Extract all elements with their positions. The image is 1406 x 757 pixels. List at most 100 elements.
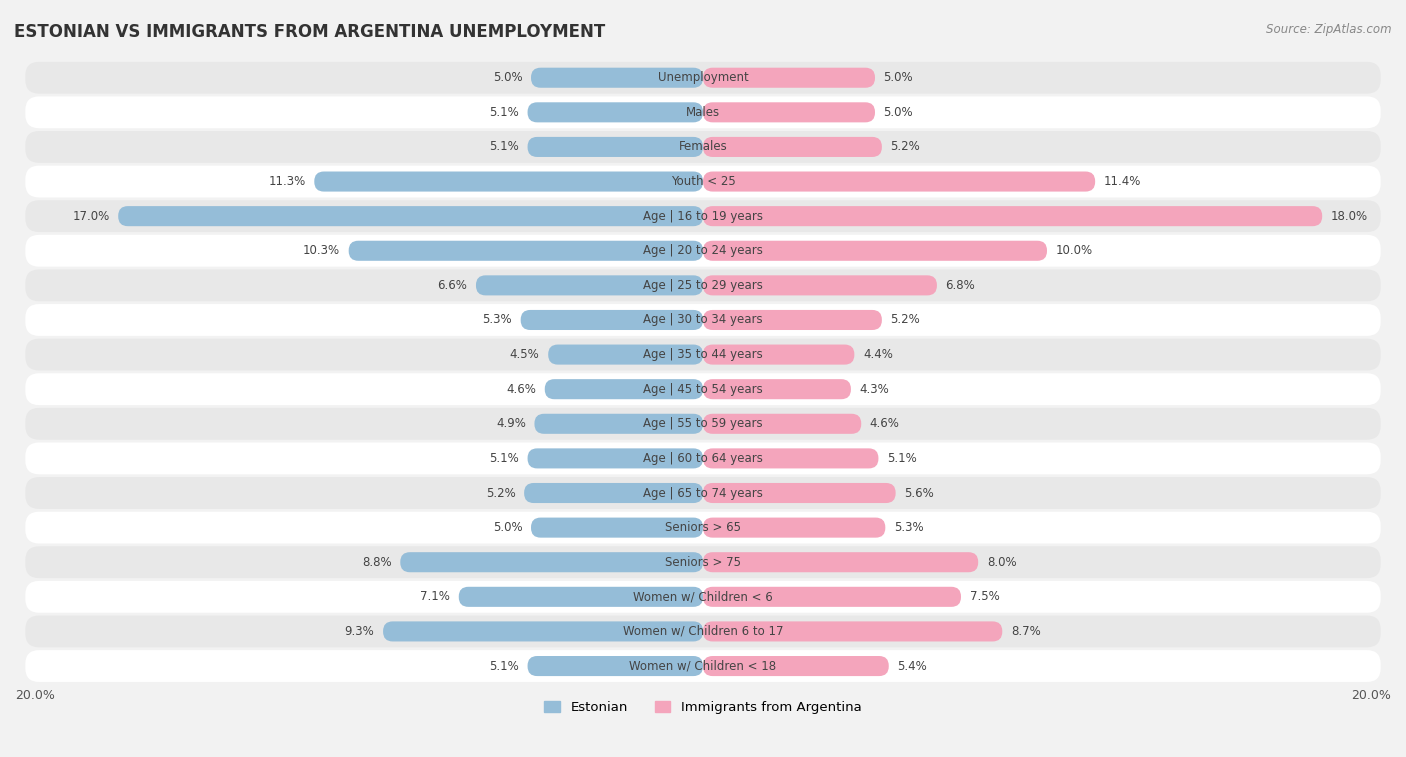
Text: 5.0%: 5.0% [883,106,914,119]
Text: 20.0%: 20.0% [15,689,55,702]
FancyBboxPatch shape [534,414,703,434]
Text: 8.7%: 8.7% [1011,625,1040,638]
FancyBboxPatch shape [25,443,1381,475]
FancyBboxPatch shape [25,96,1381,128]
FancyBboxPatch shape [25,512,1381,544]
FancyBboxPatch shape [25,581,1381,612]
Text: 5.1%: 5.1% [489,452,519,465]
FancyBboxPatch shape [703,621,1002,641]
FancyBboxPatch shape [531,67,703,88]
FancyBboxPatch shape [477,276,703,295]
Text: Females: Females [679,141,727,154]
Text: Seniors > 75: Seniors > 75 [665,556,741,569]
FancyBboxPatch shape [25,235,1381,266]
Text: 8.0%: 8.0% [987,556,1017,569]
Text: 5.2%: 5.2% [890,141,921,154]
FancyBboxPatch shape [25,62,1381,94]
Text: 5.0%: 5.0% [492,71,523,84]
Text: Age | 25 to 29 years: Age | 25 to 29 years [643,279,763,292]
FancyBboxPatch shape [703,67,875,88]
FancyBboxPatch shape [524,483,703,503]
FancyBboxPatch shape [703,552,979,572]
Text: 5.1%: 5.1% [887,452,917,465]
FancyBboxPatch shape [382,621,703,641]
FancyBboxPatch shape [25,201,1381,232]
Text: 6.6%: 6.6% [437,279,467,292]
Text: Age | 55 to 59 years: Age | 55 to 59 years [643,417,763,430]
FancyBboxPatch shape [703,414,862,434]
FancyBboxPatch shape [520,310,703,330]
Text: 5.6%: 5.6% [904,487,934,500]
FancyBboxPatch shape [703,241,1047,261]
Text: 18.0%: 18.0% [1331,210,1368,223]
Text: Women w/ Children 6 to 17: Women w/ Children 6 to 17 [623,625,783,638]
FancyBboxPatch shape [25,615,1381,647]
Text: Women w/ Children < 6: Women w/ Children < 6 [633,590,773,603]
Text: 4.5%: 4.5% [510,348,540,361]
Text: Age | 65 to 74 years: Age | 65 to 74 years [643,487,763,500]
FancyBboxPatch shape [703,137,882,157]
Text: Males: Males [686,106,720,119]
Text: 5.4%: 5.4% [897,659,927,672]
FancyBboxPatch shape [25,304,1381,336]
FancyBboxPatch shape [25,338,1381,370]
FancyBboxPatch shape [703,518,886,537]
Text: Youth < 25: Youth < 25 [671,175,735,188]
FancyBboxPatch shape [25,269,1381,301]
FancyBboxPatch shape [25,477,1381,509]
Text: 5.0%: 5.0% [883,71,914,84]
Text: 5.1%: 5.1% [489,659,519,672]
Text: ESTONIAN VS IMMIGRANTS FROM ARGENTINA UNEMPLOYMENT: ESTONIAN VS IMMIGRANTS FROM ARGENTINA UN… [14,23,606,41]
Text: 5.2%: 5.2% [890,313,921,326]
Text: 5.1%: 5.1% [489,106,519,119]
FancyBboxPatch shape [531,518,703,537]
FancyBboxPatch shape [703,276,936,295]
Legend: Estonian, Immigrants from Argentina: Estonian, Immigrants from Argentina [544,701,862,714]
Text: Age | 60 to 64 years: Age | 60 to 64 years [643,452,763,465]
FancyBboxPatch shape [703,206,1322,226]
Text: 20.0%: 20.0% [1351,689,1391,702]
FancyBboxPatch shape [703,587,960,607]
Text: 10.0%: 10.0% [1056,245,1092,257]
FancyBboxPatch shape [548,344,703,365]
Text: 4.3%: 4.3% [859,383,889,396]
Text: 17.0%: 17.0% [72,210,110,223]
Text: 5.3%: 5.3% [482,313,512,326]
FancyBboxPatch shape [25,166,1381,198]
FancyBboxPatch shape [703,656,889,676]
Text: 7.1%: 7.1% [420,590,450,603]
Text: Women w/ Children < 18: Women w/ Children < 18 [630,659,776,672]
Text: 4.9%: 4.9% [496,417,526,430]
Text: 4.4%: 4.4% [863,348,893,361]
FancyBboxPatch shape [703,344,855,365]
Text: Age | 35 to 44 years: Age | 35 to 44 years [643,348,763,361]
FancyBboxPatch shape [703,310,882,330]
Text: 11.3%: 11.3% [269,175,305,188]
Text: 7.5%: 7.5% [970,590,1000,603]
Text: 11.4%: 11.4% [1104,175,1142,188]
Text: 5.1%: 5.1% [489,141,519,154]
FancyBboxPatch shape [315,172,703,192]
FancyBboxPatch shape [25,547,1381,578]
FancyBboxPatch shape [458,587,703,607]
Text: 4.6%: 4.6% [506,383,536,396]
Text: 9.3%: 9.3% [344,625,374,638]
FancyBboxPatch shape [703,448,879,469]
Text: 5.0%: 5.0% [492,521,523,534]
Text: 8.8%: 8.8% [363,556,392,569]
Text: 6.8%: 6.8% [945,279,976,292]
Text: Age | 20 to 24 years: Age | 20 to 24 years [643,245,763,257]
FancyBboxPatch shape [703,102,875,123]
Text: Age | 45 to 54 years: Age | 45 to 54 years [643,383,763,396]
Text: Source: ZipAtlas.com: Source: ZipAtlas.com [1267,23,1392,36]
Text: Seniors > 65: Seniors > 65 [665,521,741,534]
Text: 5.3%: 5.3% [894,521,924,534]
Text: Age | 16 to 19 years: Age | 16 to 19 years [643,210,763,223]
FancyBboxPatch shape [25,131,1381,163]
FancyBboxPatch shape [118,206,703,226]
FancyBboxPatch shape [527,656,703,676]
FancyBboxPatch shape [544,379,703,399]
FancyBboxPatch shape [703,379,851,399]
Text: 4.6%: 4.6% [870,417,900,430]
Text: 5.2%: 5.2% [485,487,516,500]
